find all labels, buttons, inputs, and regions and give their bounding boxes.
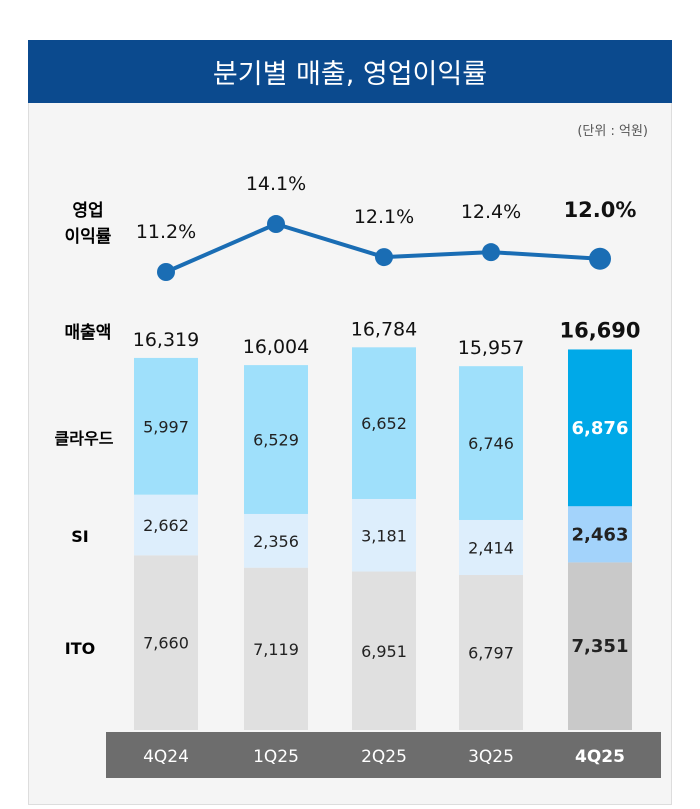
operating-margin-label: 14.1%: [246, 173, 306, 195]
segment-label: 2,662: [143, 516, 189, 535]
segment-label: 2,463: [572, 524, 629, 545]
operating-margin-label: 11.2%: [136, 221, 196, 243]
segment-label: 3,181: [361, 526, 407, 545]
operating-margin-label: 12.1%: [354, 206, 414, 228]
chart-title: 분기별 매출, 영업이익률: [28, 40, 672, 103]
row-label-margin-2: 이익률: [65, 227, 112, 247]
bar-segment-si: [459, 519, 523, 576]
category-label: 4Q25: [575, 747, 625, 767]
bar-segment-클라우드: [352, 347, 416, 499]
operating-margin-point: [589, 247, 611, 270]
segment-label: 6,876: [572, 418, 629, 439]
segment-label: 5,997: [143, 417, 189, 436]
category-label: 4Q24: [143, 747, 189, 767]
bar-segment-ito: [568, 562, 632, 730]
revenue-total-label: 16,690: [559, 318, 640, 342]
row-label-margin-1: 영업: [72, 201, 103, 221]
bar-segment-si: [134, 494, 198, 556]
bar-segment-클라우드: [459, 366, 523, 520]
segment-label: 6,797: [468, 644, 514, 663]
row-label-ito: ITO: [65, 639, 95, 658]
revenue-total-label: 16,004: [243, 336, 309, 358]
bar-segment-ito: [244, 567, 308, 730]
operating-margin-label: 12.0%: [564, 198, 637, 222]
segment-label: 6,529: [253, 431, 299, 450]
revenue-total-label: 16,319: [133, 329, 199, 351]
bar-segment-ito: [352, 571, 416, 730]
segment-label: 2,356: [253, 532, 299, 551]
bar-segment-si: [244, 513, 308, 568]
operating-margin-label: 12.4%: [461, 201, 521, 223]
row-label-revenue: 매출액: [65, 323, 112, 343]
bar-segment-si: [352, 498, 416, 572]
bar-segment-ito: [459, 575, 523, 730]
segment-label: 6,652: [361, 414, 407, 433]
operating-margin-point: [375, 248, 393, 267]
bar-segment-si: [568, 506, 632, 563]
operating-margin-point: [482, 243, 500, 262]
category-label: 1Q25: [253, 747, 299, 767]
segment-label: 7,351: [572, 636, 629, 657]
operating-margin-point: [157, 263, 175, 281]
unit-note: (단위 : 억원): [577, 124, 648, 139]
segment-label: 7,660: [143, 634, 189, 653]
category-label: 3Q25: [468, 747, 514, 767]
revenue-total-label: 16,784: [351, 318, 417, 340]
bar-segment-ito: [134, 555, 198, 730]
bar-segment-클라우드: [244, 365, 308, 514]
row-label-cloud: 클라우드: [55, 429, 114, 448]
segment-label: 7,119: [253, 640, 299, 659]
operating-margin-point: [267, 215, 285, 234]
segment-label: 6,746: [468, 434, 514, 453]
bar-segment-클라우드: [568, 349, 632, 507]
bar-segment-클라우드: [134, 357, 198, 495]
category-axis-band: [106, 732, 661, 778]
row-label-si: SI: [71, 527, 88, 546]
segment-label: 2,414: [468, 539, 514, 558]
category-label: 2Q25: [361, 747, 407, 767]
segment-label: 6,951: [361, 642, 407, 661]
revenue-total-label: 15,957: [458, 337, 524, 359]
